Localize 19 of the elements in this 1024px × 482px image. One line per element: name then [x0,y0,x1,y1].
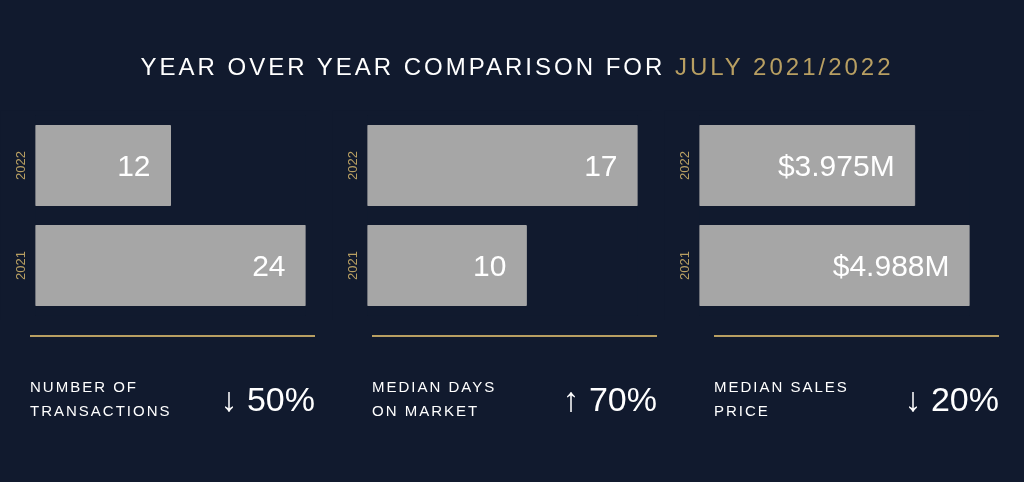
data-label: 24 [252,248,286,282]
text: MEDIAN DAYS ON MARKET [372,377,497,422]
y-tick-label: 2021 [12,251,28,280]
text: NUMBER OF TRANSACTIONS [30,377,172,422]
text: ↓ 50% [220,379,315,420]
data-label: 12 [117,148,151,182]
data-label: $4.988M [832,249,950,282]
data-label: $3.975M [777,149,895,182]
y-tick-label: 2021 [676,251,692,280]
y-tick-label: 2021 [344,251,360,280]
y-tick-label: 2022 [12,151,28,180]
data-label: 17 [584,148,618,182]
y-tick-label: 2022 [676,151,692,180]
text: YEAR OVER YEAR COMPARISON FOR JULY 2021/2022 [139,52,895,82]
text: MEDIAN SALES PRICE [714,377,849,422]
text: ↓ 20% [904,379,999,420]
text: ↑ 70% [562,379,657,420]
y-tick-label: 2022 [344,151,360,180]
data-label: 10 [472,248,507,282]
